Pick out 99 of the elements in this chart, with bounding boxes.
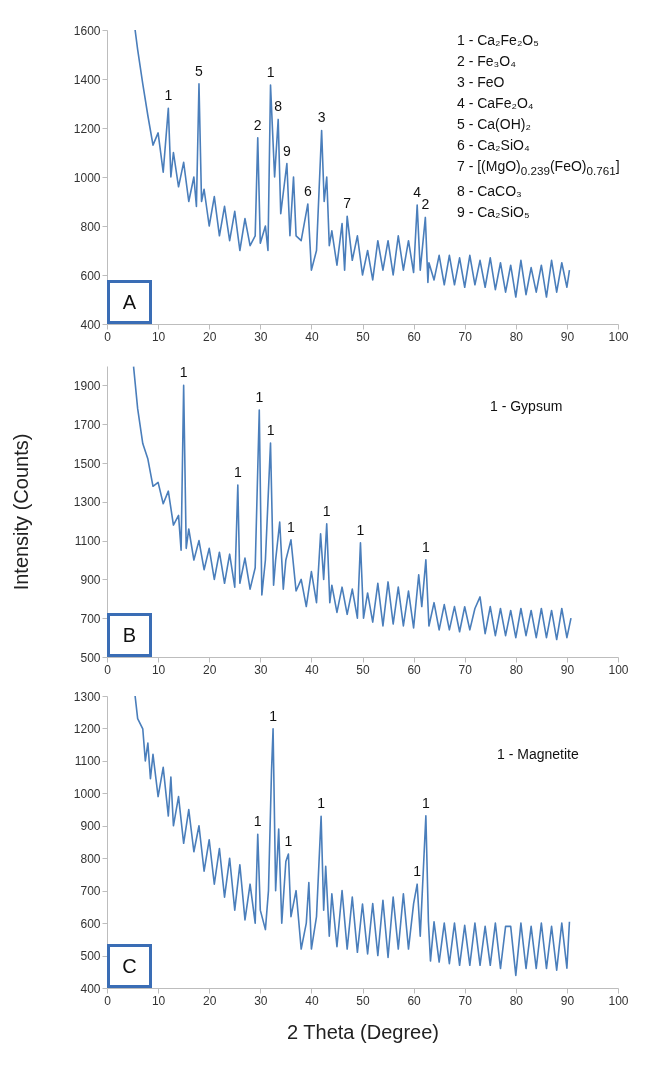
x-tick-label: 80 — [509, 329, 524, 344]
annotation: 1 — [164, 87, 173, 104]
y-tick-label: 1600 — [73, 23, 101, 38]
x-tick-label: 0 — [104, 662, 112, 677]
annotation: 1 — [266, 64, 275, 81]
annotation: 1 — [284, 833, 293, 849]
annotation: 1 — [255, 389, 264, 406]
y-tick-label: 700 — [80, 884, 101, 899]
y-tick-label: 500 — [80, 650, 101, 665]
y-tick-label: 1300 — [73, 689, 101, 704]
y-tick-label: 600 — [80, 916, 101, 931]
x-tick-label: 40 — [305, 329, 319, 344]
y-tick-label: 500 — [80, 949, 101, 964]
annotation: 6 — [303, 182, 312, 199]
y-tick-label: 1400 — [73, 72, 101, 87]
annotation: 6 - Ca₂SiO₄ — [457, 136, 531, 155]
x-tick-label: 40 — [305, 993, 319, 1008]
annotation: 1 — [266, 422, 275, 439]
x-tick-label: 60 — [407, 993, 422, 1008]
y-tick-label: 900 — [80, 572, 101, 587]
x-tick-label: 100 — [608, 993, 629, 1008]
x-tick-label: 0 — [104, 993, 112, 1008]
y-tick-label: 600 — [80, 268, 101, 283]
y-tick-label: 1200 — [73, 721, 101, 736]
x-tick-label: 10 — [151, 329, 166, 344]
y-tick-label: 800 — [80, 219, 101, 234]
y-tick-label: 1200 — [73, 121, 101, 136]
annotation: 1 - Ca₂Fe₂O₅ — [457, 31, 540, 50]
y-tick-label: 900 — [80, 819, 101, 834]
x-tick-label: 90 — [560, 662, 575, 677]
x-axis-title: 2 Theta (Degree) — [287, 1020, 439, 1043]
x-tick-label: 80 — [509, 662, 524, 677]
y-tick-label: 1900 — [73, 378, 101, 393]
x-tick-label: 100 — [608, 329, 629, 344]
x-tick-label: 30 — [254, 662, 268, 677]
x-tick-label: 50 — [356, 993, 370, 1008]
annotation: 4 — [413, 183, 422, 200]
x-tick-label: 50 — [356, 662, 370, 677]
annotation: 5 - Ca(OH)₂ — [457, 115, 532, 134]
annotation: 2 — [421, 196, 430, 213]
x-tick-label: 40 — [305, 662, 319, 677]
annotation: 2 — [253, 116, 262, 133]
x-tick-label: 60 — [407, 329, 422, 344]
x-tick-label: 70 — [458, 662, 473, 677]
annotation: 1 — [413, 863, 422, 880]
framed-letter: B — [107, 613, 152, 657]
annotation: 8 - CaCO₃ — [457, 181, 523, 201]
x-tick-label: 30 — [254, 329, 268, 344]
annotation: 1 — [233, 464, 242, 481]
annotation: 1 — [421, 538, 430, 555]
x-tick-label: 70 — [458, 329, 473, 344]
framed-letter: C — [107, 944, 152, 988]
annotation: 1 — [356, 521, 365, 538]
y-tick-label: 1000 — [73, 170, 101, 185]
x-tick-label: 90 — [560, 993, 575, 1008]
y-axis-title: Intensity (Counts) — [9, 433, 32, 591]
annotation: 1 — [253, 813, 262, 830]
x-tick-label: 20 — [203, 329, 217, 344]
x-tick-label: 30 — [254, 993, 268, 1008]
annotation: 1 - Gypsum — [490, 397, 563, 416]
x-tick-label: 20 — [203, 662, 217, 677]
y-tick-label: 800 — [80, 851, 101, 866]
y-tick-label: 400 — [80, 317, 101, 332]
annotation: 1 — [421, 794, 430, 811]
x-tick-label: 100 — [608, 662, 629, 677]
annotation: 1 — [269, 707, 278, 724]
x-tick-label: 10 — [151, 993, 166, 1008]
annotation: 1 — [317, 795, 326, 812]
annotation: 4 - CaFe₂O₄ — [457, 94, 535, 113]
annotation: 3 — [317, 109, 326, 126]
annotation: 8 — [274, 98, 283, 115]
x-tick-label: 80 — [509, 993, 524, 1008]
x-tick-label: 20 — [203, 993, 217, 1008]
annotation: 1 — [287, 518, 296, 535]
annotation: 1 — [179, 364, 188, 381]
x-tick-label: 70 — [458, 993, 473, 1008]
x-tick-label: 50 — [356, 329, 370, 344]
annotation: 1 — [322, 502, 331, 519]
y-tick-label: 1300 — [73, 495, 101, 510]
x-tick-label: 0 — [104, 329, 112, 344]
annotation: 9 — [282, 142, 291, 159]
x-tick-label: 10 — [151, 662, 166, 677]
framed-letter: A — [107, 280, 152, 324]
x-tick-label: 90 — [560, 329, 575, 344]
y-tick-label: 400 — [80, 981, 101, 996]
annotation: 7 — [343, 195, 352, 212]
y-tick-label: 1100 — [74, 534, 101, 549]
x-tick-label: 60 — [407, 662, 422, 677]
annotation: 3 - FeO — [457, 73, 506, 92]
annotation: 2 - Fe₃O₄ — [457, 52, 517, 71]
y-tick-label: 1100 — [74, 754, 101, 769]
annotation: 5 — [195, 62, 204, 79]
annotation: 7 - [(MgO)$_{0.239}$(FeO)$_{0.761}$] — [457, 157, 620, 179]
y-tick-label: 1000 — [73, 786, 101, 801]
annotation: 9 - Ca₂SiO₅ — [457, 202, 531, 222]
annotation: 1 - Magnetite — [497, 745, 579, 764]
y-tick-label: 1500 — [73, 456, 101, 471]
y-tick-label: 700 — [80, 611, 101, 626]
y-tick-label: 1700 — [73, 417, 101, 432]
